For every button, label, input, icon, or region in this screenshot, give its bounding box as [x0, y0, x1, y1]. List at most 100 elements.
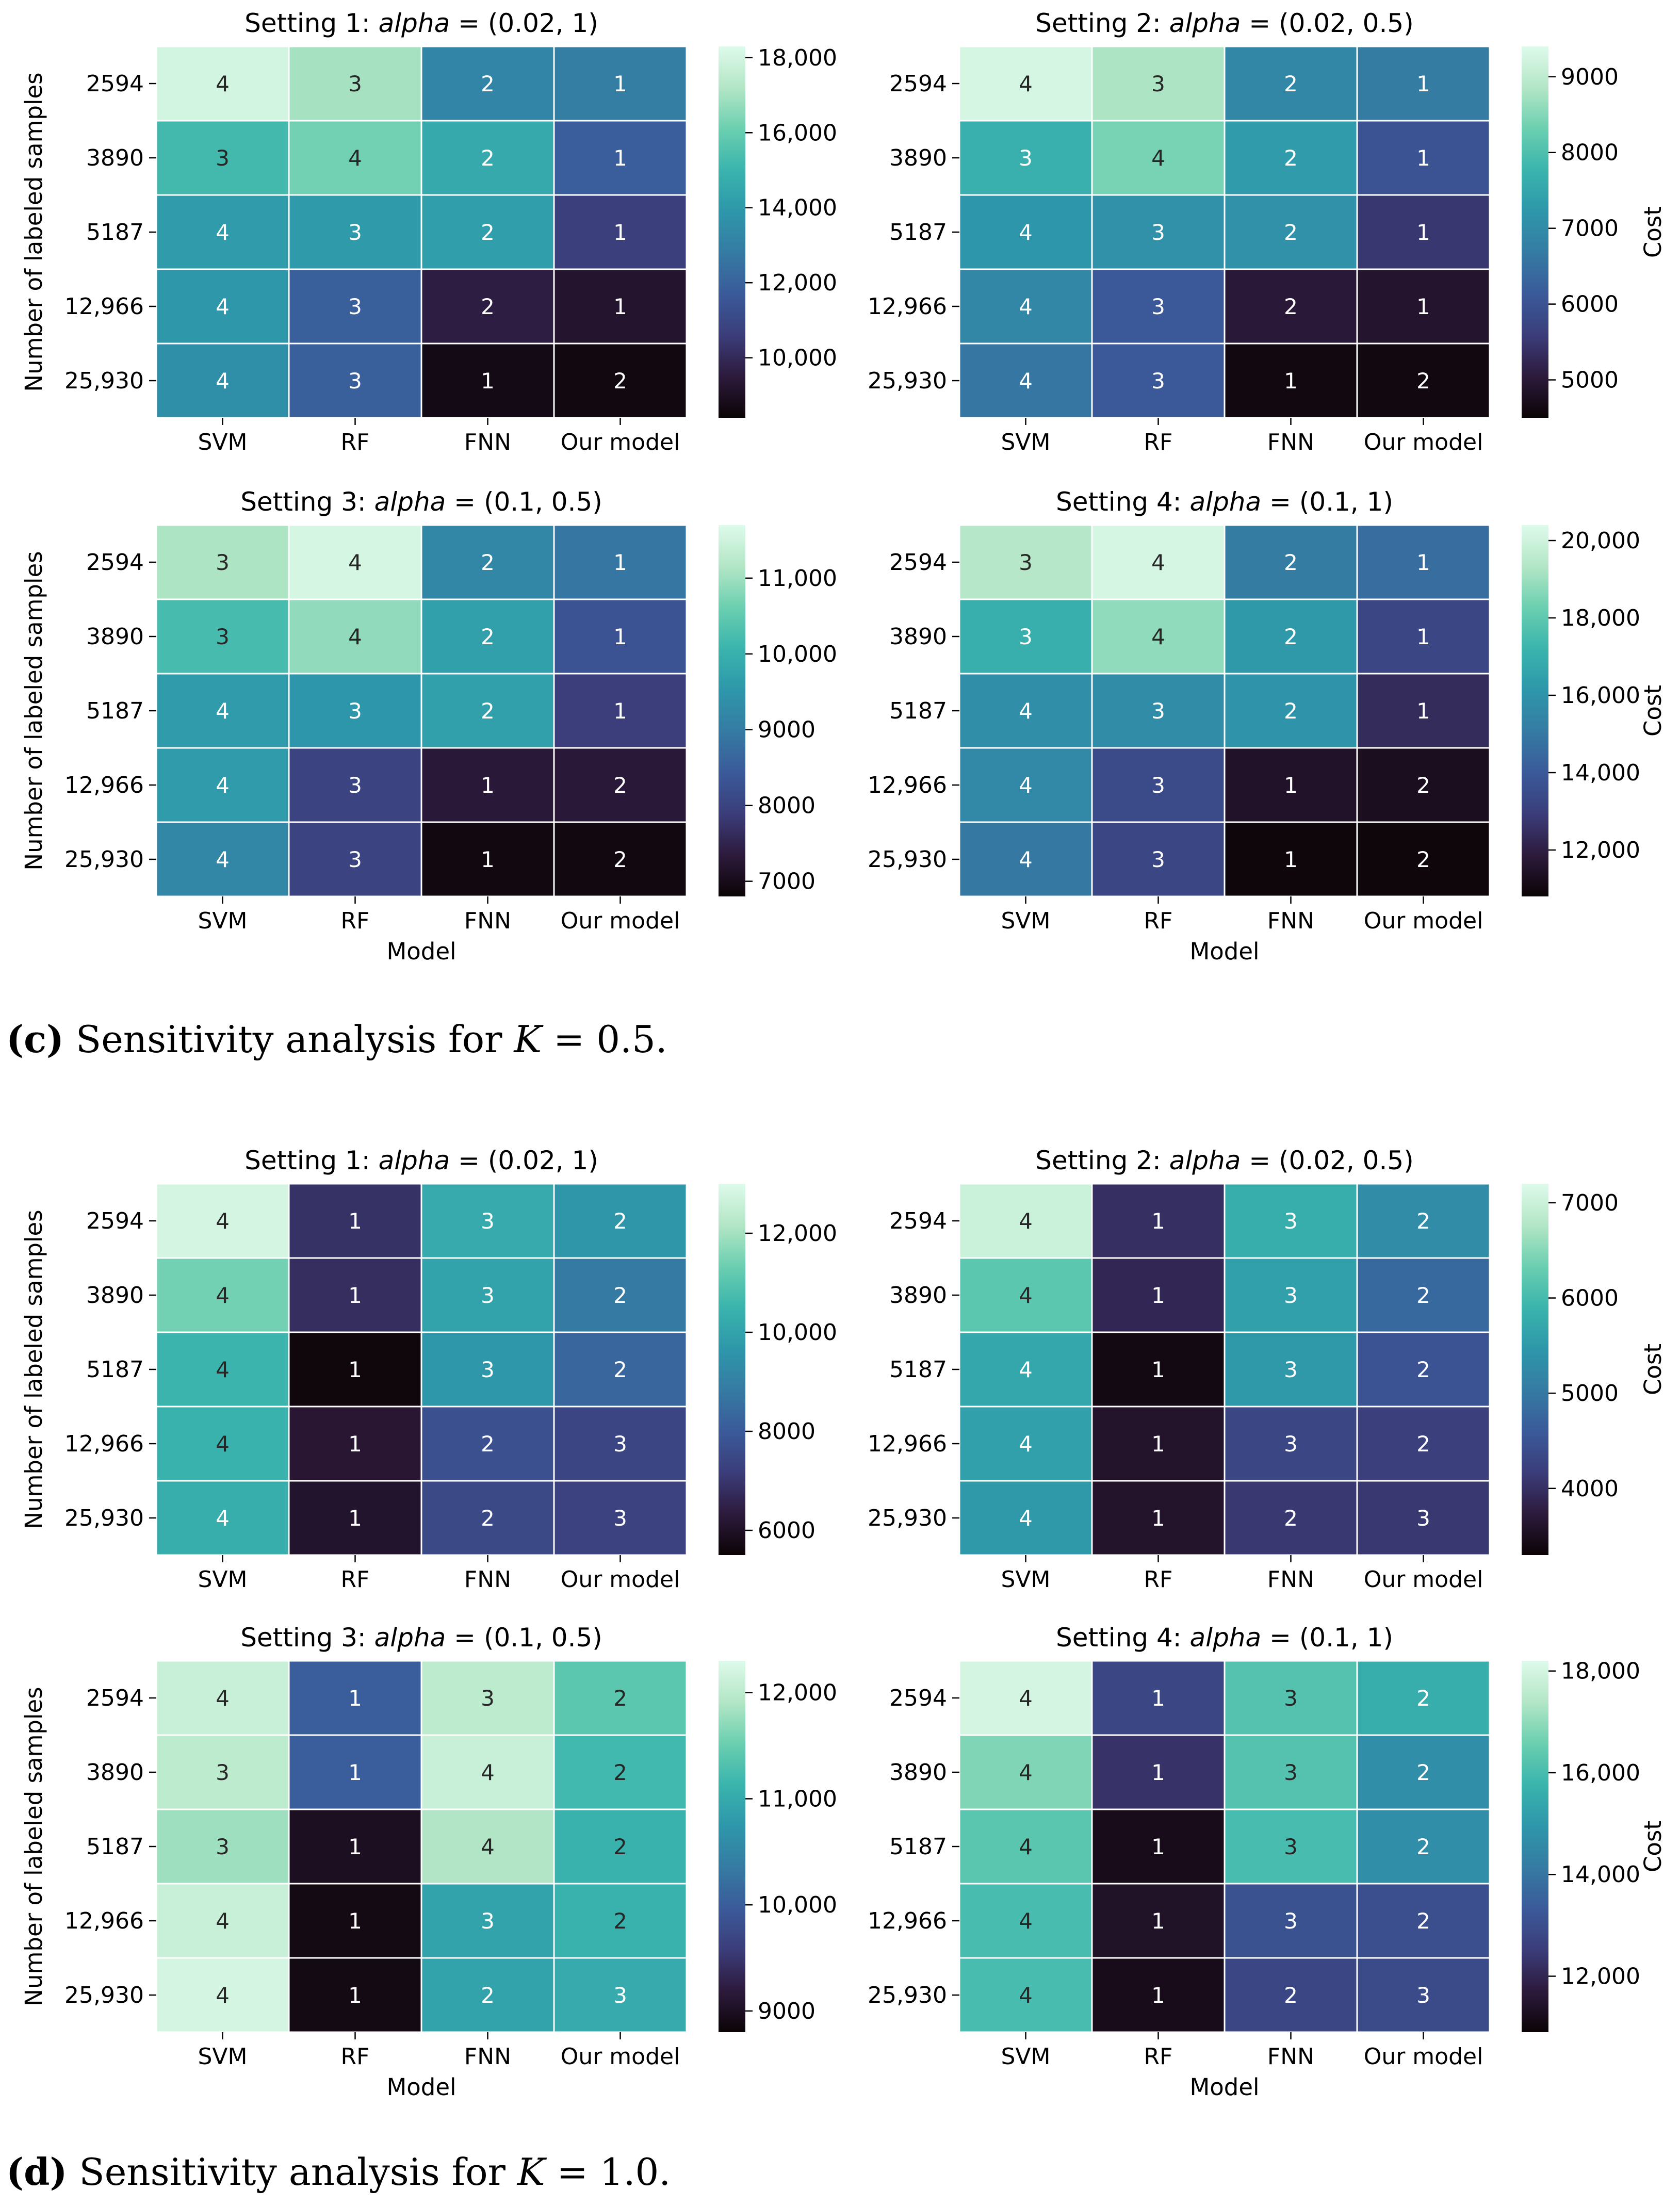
cell-rank-label: 4	[216, 773, 230, 798]
y-tick-label: 2594	[889, 1208, 947, 1234]
panel-title: Setting 4: alpha = (0.1, 1)	[1056, 487, 1393, 517]
colorbar-tick-label: 16,000	[1561, 1760, 1640, 1786]
title-alpha: alpha	[374, 487, 446, 517]
cell-rank-label: 1	[613, 550, 627, 575]
heatmap-cell	[553, 1660, 688, 1736]
cell-rank-label: 4	[216, 1908, 230, 1934]
title-alpha-value: = (0.02, 1)	[450, 1146, 598, 1175]
heatmap-cell	[1356, 1406, 1491, 1482]
caption-c: (c) Sensitivity analysis for K = 0.5.	[6, 1017, 667, 1061]
cell-rank-label: 4	[216, 71, 230, 96]
y-tick-label: 3890	[86, 1282, 144, 1309]
panel-title: Setting 4: alpha = (0.1, 1)	[1056, 1623, 1393, 1653]
x-tick-label: RF	[1144, 2044, 1173, 2070]
colorbar-tick-label: 7000	[758, 869, 815, 895]
title-alpha-value: = (0.1, 0.5)	[446, 487, 602, 517]
heatmap-cell	[420, 1480, 555, 1556]
cell-rank-label: 4	[1019, 294, 1033, 319]
heatmap-cell	[420, 747, 555, 823]
heatmap-cell	[288, 1957, 422, 2033]
cell-rank-label: 3	[481, 1686, 495, 1711]
heatmap-cell	[1224, 747, 1358, 823]
cell-rank-label: 2	[1284, 1983, 1298, 2008]
panel-title: Setting 1: alpha = (0.02, 1)	[244, 8, 598, 38]
heatmap-cell	[1356, 1957, 1491, 2033]
cell-rank-label: 1	[1416, 550, 1430, 575]
heatmap-cell	[1224, 1957, 1358, 2033]
heatmap-cell	[420, 268, 555, 345]
cell-rank-label: 2	[613, 1208, 627, 1234]
heatmap-cell	[1356, 673, 1491, 749]
title-alpha: alpha	[379, 8, 450, 38]
cell-rank-label: 3	[348, 71, 362, 96]
heatmap-cell	[1224, 821, 1358, 897]
x-tick-label: SVM	[1001, 429, 1051, 455]
heatmap-cell	[288, 1734, 422, 1810]
x-tick-label: FNN	[464, 429, 511, 455]
heatmap-cell	[420, 1406, 555, 1482]
y-tick-label: 12,966	[64, 1431, 144, 1457]
heatmap-cell	[155, 120, 290, 196]
heatmap-cell	[288, 673, 422, 749]
cell-rank-label: 3	[1151, 847, 1165, 872]
x-tick-label: RF	[1144, 908, 1173, 934]
cell-rank-label: 2	[613, 368, 627, 394]
x-axis-label: Model	[1189, 2073, 1259, 2101]
heatmap-cell	[155, 598, 290, 675]
cell-rank-label: 2	[481, 1983, 495, 2008]
cell-rank-label: 3	[1284, 1283, 1298, 1308]
heatmap-cell	[288, 747, 422, 823]
colorbar-tick-label: 6000	[758, 1517, 815, 1544]
panel-title: Setting 1: alpha = (0.02, 1)	[244, 1146, 598, 1175]
panel-title: Setting 2: alpha = (0.02, 0.5)	[1035, 1146, 1413, 1175]
x-tick-label: FNN	[464, 2044, 511, 2070]
cell-rank-label: 2	[1284, 294, 1298, 319]
colorbar-tick-label: 9000	[758, 717, 815, 743]
cell-rank-label: 4	[216, 1686, 230, 1711]
colorbar-tick-label: 9000	[758, 1998, 815, 2024]
colorbar-tick-label: 10,000	[758, 641, 837, 667]
cell-rank-label: 2	[1284, 220, 1298, 245]
cell-rank-label: 1	[348, 1506, 362, 1531]
cell-rank-label: 2	[613, 1686, 627, 1711]
heatmap-cell	[1356, 1808, 1491, 1885]
cell-rank-label: 3	[613, 1431, 627, 1457]
heatmap-cell	[1224, 1660, 1358, 1736]
heatmap-cell	[288, 120, 422, 196]
cell-rank-label: 2	[481, 624, 495, 649]
title-alpha-value: = (0.02, 0.5)	[1241, 1146, 1413, 1175]
y-axis-label: Number of labeled samples	[20, 551, 47, 870]
cell-rank-label: 2	[1284, 550, 1298, 575]
x-tick-label: RF	[341, 2044, 370, 2070]
title-alpha-value: = (0.1, 1)	[1261, 1623, 1393, 1653]
cell-rank-label: 1	[481, 847, 495, 872]
cell-rank-label: 3	[481, 1908, 495, 1934]
y-tick-label: 12,966	[64, 772, 144, 798]
heatmap-cell	[553, 1480, 688, 1556]
title-alpha-value: = (0.02, 1)	[450, 8, 598, 38]
heatmap-cell	[288, 1808, 422, 1885]
cell-rank-label: 2	[481, 550, 495, 575]
heatmap-cell	[155, 1257, 290, 1333]
cell-rank-label: 1	[348, 1834, 362, 1859]
cell-rank-label: 2	[1284, 145, 1298, 171]
cell-rank-label: 1	[613, 698, 627, 724]
cell-rank-label: 2	[481, 698, 495, 724]
heatmap-cell	[288, 1331, 422, 1408]
x-tick-label: Our model	[1364, 908, 1483, 934]
colorbar	[719, 1184, 745, 1555]
cell-rank-label: 3	[1284, 1431, 1298, 1457]
heatmap-cell	[288, 1480, 422, 1556]
cell-rank-label: 4	[1019, 1686, 1033, 1711]
cell-rank-label: 3	[348, 698, 362, 724]
heatmap-cell	[1356, 1883, 1491, 1959]
cell-rank-label: 4	[1151, 550, 1165, 575]
cell-rank-label: 4	[216, 220, 230, 245]
cell-rank-label: 1	[1416, 71, 1430, 96]
colorbar	[719, 525, 745, 896]
cell-rank-label: 3	[216, 1760, 230, 1785]
title-alpha: alpha	[1190, 487, 1262, 517]
caption-d: (d) Sensitivity analysis for K = 1.0.	[6, 2150, 671, 2194]
y-tick-label: 3890	[86, 145, 144, 171]
cell-rank-label: 1	[1151, 1908, 1165, 1934]
